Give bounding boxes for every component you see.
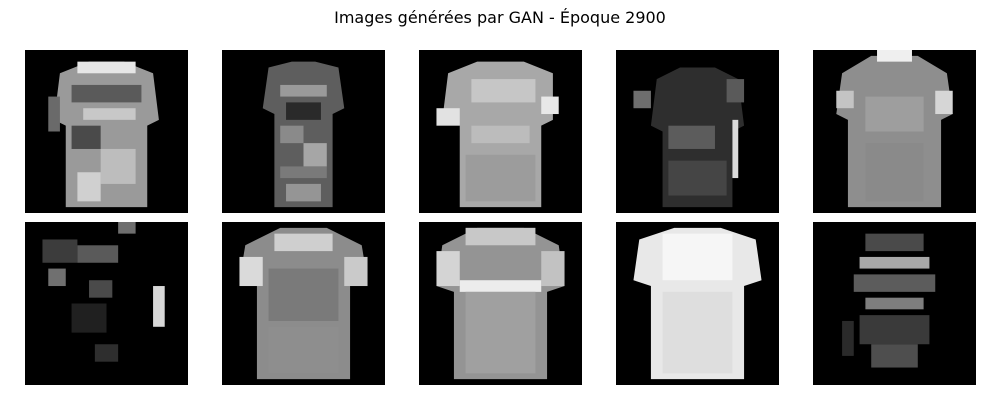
- generated-image-r1c5: [813, 50, 976, 213]
- generated-image-r1c2: [222, 50, 385, 213]
- generated-image-r1c3: [419, 50, 582, 213]
- generated-image-r1c1: [25, 50, 188, 213]
- generated-image-r2c4: [616, 222, 779, 385]
- generated-image-r1c4: [616, 50, 779, 213]
- generated-image-r2c2: [222, 222, 385, 385]
- generated-image-r2c5: [813, 222, 976, 385]
- figure-title: Images générées par GAN - Époque 2900: [334, 8, 666, 27]
- generated-image-r2c1: [25, 222, 188, 385]
- generated-image-r2c3: [419, 222, 582, 385]
